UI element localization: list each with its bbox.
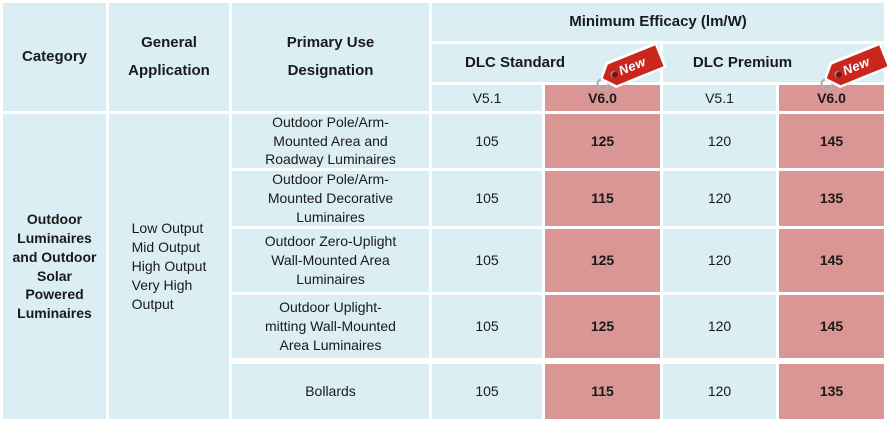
dlc-premium-label: DLC Premium [692, 53, 793, 71]
v51-value-cell: 120 [663, 364, 776, 419]
v60-value-cell: 145 [779, 229, 884, 292]
primary-use-header: Primary Use Designation [232, 3, 429, 111]
category-cell: Outdoor Luminaires and Outdoor Solar Pow… [3, 114, 106, 419]
v51-value-cell: 120 [663, 229, 776, 292]
version-header-prem-v60: V6.0 [779, 85, 884, 111]
v51-value-cell: 105 [432, 295, 542, 358]
primary-use-cell: Outdoor Uplight- mitting Wall-Mounted Ar… [232, 295, 429, 358]
v60-value-cell: 145 [779, 114, 884, 168]
category-header: Category [3, 3, 106, 111]
general-application-header: General Application [109, 3, 229, 111]
v51-value-cell: 120 [663, 171, 776, 226]
v60-value-cell: 115 [545, 364, 660, 419]
v60-value-cell: 115 [545, 171, 660, 226]
version-header-std-v60: V6.0 [545, 85, 660, 111]
v51-value-cell: 105 [432, 114, 542, 168]
dlc-premium-header: DLC Premium New [663, 44, 884, 93]
v51-value-cell: 120 [663, 295, 776, 358]
primary-use-cell: Outdoor Zero-Uplight Wall-Mounted Area L… [232, 229, 429, 292]
dlc-standard-label: DLC Standard [464, 53, 565, 71]
v51-value-cell: 105 [432, 171, 542, 226]
v51-value-cell: 105 [432, 364, 542, 419]
version-header-prem-v51: V5.1 [663, 85, 776, 111]
v60-value-cell: 125 [545, 114, 660, 168]
primary-use-cell: Outdoor Pole/Arm- Mounted Area and Roadw… [232, 114, 429, 168]
version-header-std-v51: V5.1 [432, 85, 542, 111]
v51-value-cell: 120 [663, 114, 776, 168]
general-application-cell: Low Output Mid Output High Output Very H… [109, 114, 229, 419]
dlc-standard-header: DLC Standard New [432, 44, 660, 93]
v60-value-cell: 135 [779, 364, 884, 419]
v60-value-cell: 125 [545, 229, 660, 292]
v51-value-cell: 105 [432, 229, 542, 292]
v60-value-cell: 145 [779, 295, 884, 358]
primary-use-cell: Outdoor Pole/Arm- Mounted Decorative Lum… [232, 171, 429, 226]
efficacy-title: Minimum Efficacy (lm/W) [432, 3, 884, 41]
v60-value-cell: 125 [545, 295, 660, 358]
v60-value-cell: 135 [779, 171, 884, 226]
primary-use-cell: Bollards [232, 364, 429, 419]
